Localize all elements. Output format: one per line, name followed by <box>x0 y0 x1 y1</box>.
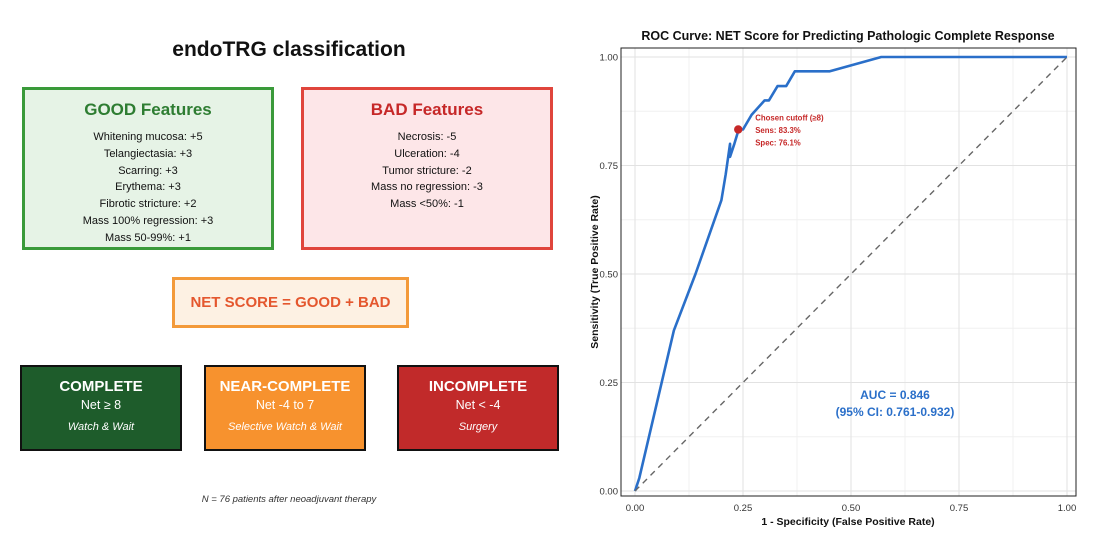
bad-feature-item: Ulceration: -4 <box>394 147 460 160</box>
bad-features-title: BAD Features <box>370 100 484 119</box>
category-net-range: Net < -4 <box>455 398 501 412</box>
roc-chart: 0.00 0.25 0.50 0.75 1.00 0.00 0.25 0.50 0.75 1.00… <box>578 0 1098 535</box>
category-title: NEAR-COMPLETE <box>219 378 351 395</box>
bad-feature-item: Necrosis: -5 <box>397 131 457 143</box>
bad-feature-item: Tumor stricture: -2 <box>382 164 472 177</box>
good-feature-item: Fibrotic stricture: +2 <box>99 198 197 211</box>
x-tick-label: 0.75 <box>950 503 969 514</box>
auc-annotation-line: AUC = 0.846 <box>860 388 930 402</box>
good-feature-item: Mass 50-99%: +1 <box>105 231 191 244</box>
category-net-range: Net -4 to 7 <box>255 398 315 412</box>
complete-category-box: COMPLETE Net ≥ 8 Watch & Wait <box>20 365 182 451</box>
tick-layer: 0.00 0.25 0.50 0.75 1.00 0.00 0.25 0.50 0.75 1.00 <box>600 53 1077 515</box>
series-layer <box>633 55 1068 492</box>
annotation-layer: Chosen cutoff (≥8) Sens: 83.3% Spec: 76.1%… <box>755 113 954 419</box>
y-tick-label: 1.00 <box>600 53 619 64</box>
x-tick-label: 1.00 <box>1058 503 1077 514</box>
category-title: INCOMPLETE <box>428 378 528 395</box>
bad-feature-item: Mass <50%: -1 <box>390 198 464 211</box>
good-feature-item: Mass 100% regression: +3 <box>82 214 214 227</box>
x-tick-label: 0.25 <box>734 503 753 514</box>
category-action: Watch & Wait <box>67 421 135 433</box>
category-title: COMPLETE <box>59 378 143 395</box>
cutoff-label-line: Spec: 76.1% <box>755 138 801 147</box>
y-tick-label: 0.00 <box>600 487 619 498</box>
good-feature-item: Erythema: +3 <box>115 181 181 194</box>
good-feature-item: Scarring: +3 <box>118 164 178 177</box>
good-feature-item: Whitening mucosa: +5 <box>93 131 203 143</box>
x-tick-label: 0.50 <box>842 503 861 514</box>
grid-layer <box>621 48 1076 496</box>
near-complete-category-box: NEAR-COMPLETE Net -4 to 7 Selective Watc… <box>204 365 366 451</box>
plot-frame <box>620 47 1077 497</box>
panel-title: endoTRG classification <box>172 38 406 61</box>
good-features-title: GOOD Features <box>84 100 212 119</box>
roc-chart-panel: 0.00 0.25 0.50 0.75 1.00 0.00 0.25 0.50 0.75 1.00… <box>578 0 1098 535</box>
good-feature-item: Telangiectasia: +3 <box>103 147 193 160</box>
endotrg-panel: endoTRG classification GOOD Features Whi… <box>20 38 559 505</box>
net-score-box: NET SCORE = GOOD + BAD <box>172 277 409 328</box>
footnote: N = 76 patients after neoadjuvant therap… <box>201 494 377 505</box>
cutoff-point <box>734 125 743 134</box>
incomplete-category-box: INCOMPLETE Net < -4 Surgery <box>397 365 559 451</box>
x-axis-label: 1 - Specificity (False Positive Rate) <box>761 516 934 528</box>
good-features-list: Whitening mucosa: +5 Telangiectasia: +3 … <box>25 129 271 247</box>
y-tick-label: 0.50 <box>600 270 619 281</box>
cutoff-label-line: Chosen cutoff (≥8) <box>755 113 824 122</box>
bad-feature-item: Mass no regression: -3 <box>371 181 483 194</box>
good-features-box: GOOD Features Whitening mucosa: +5 Telan… <box>22 87 274 250</box>
x-tick-label: 0.00 <box>626 503 645 514</box>
y-tick-label: 0.75 <box>600 161 619 172</box>
category-action: Surgery <box>458 421 498 433</box>
y-axis-label: Sensitivity (True Positive Rate) <box>589 195 601 348</box>
reference-diagonal-line <box>634 56 1068 492</box>
bad-features-list: Necrosis: -5 Ulceration: -4 Tumor strict… <box>304 129 550 213</box>
roc-curve-line <box>633 55 1067 492</box>
category-action: Selective Watch & Wait <box>228 421 342 433</box>
chart-background <box>578 0 1098 535</box>
category-net-range: Net ≥ 8 <box>80 398 122 412</box>
y-tick-label: 0.25 <box>600 378 619 389</box>
bad-features-box: BAD Features Necrosis: -5 Ulceration: -4… <box>301 87 553 250</box>
cutoff-label-line: Sens: 83.3% <box>755 126 801 135</box>
auc-annotation-line: (95% CI: 0.761-0.932) <box>836 405 955 419</box>
chart-title: ROC Curve: NET Score for Predicting Path… <box>641 29 1054 43</box>
